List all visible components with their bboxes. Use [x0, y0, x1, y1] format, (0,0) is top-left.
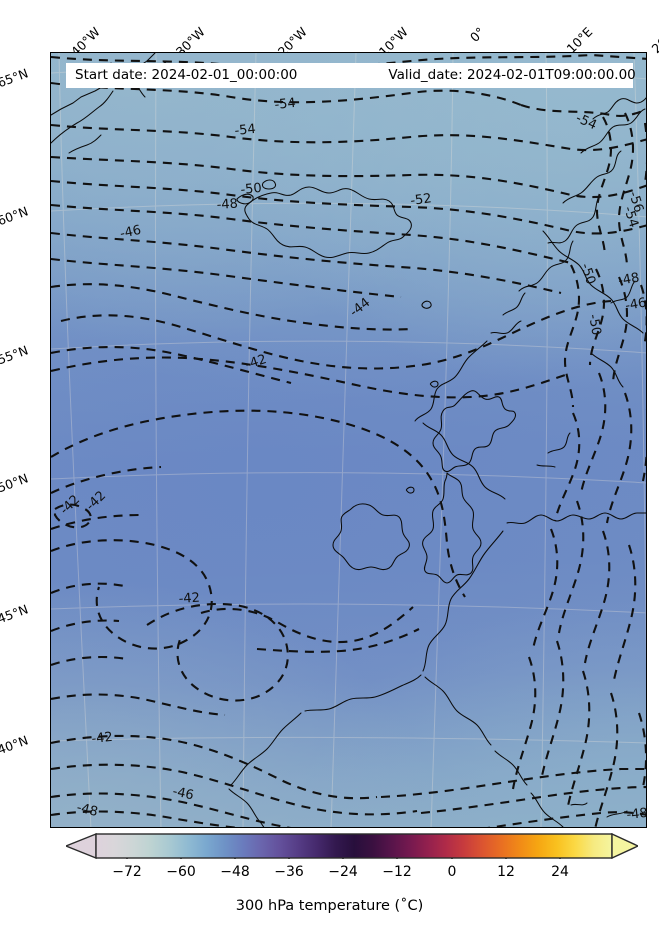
- temperature-contours: [51, 53, 646, 827]
- colorbar-tick-label: 0: [447, 864, 457, 880]
- colorbar-tick-label: −48: [220, 864, 250, 880]
- svg-text:-48: -48: [216, 197, 238, 213]
- svg-text:-54: -54: [274, 96, 297, 113]
- colorbar-tick-label: 24: [551, 864, 569, 880]
- colorbar: [66, 833, 638, 859]
- colorbar-body: [95, 833, 613, 859]
- svg-text:-42: -42: [178, 591, 200, 607]
- colorbar-tick-label: −72: [112, 864, 142, 880]
- colorbar-tick-label: −12: [382, 864, 412, 880]
- svg-text:-48: -48: [617, 270, 641, 288]
- svg-text:-48: -48: [75, 800, 99, 820]
- svg-text:-50: -50: [577, 262, 598, 287]
- temperature-field: [51, 53, 646, 827]
- colorbar-title: 300 hPa temperature (˚C): [235, 898, 424, 914]
- lon-tick-label: 0°: [466, 24, 488, 45]
- colorbar-tick-label: −60: [166, 864, 196, 880]
- svg-text:-48: -48: [626, 806, 647, 823]
- colorbar-tick-label: −36: [274, 864, 304, 880]
- lat-tick-label: 65°N: [0, 65, 31, 91]
- svg-text:-54: -54: [234, 122, 257, 139]
- lat-tick-label: 40°N: [0, 732, 31, 758]
- svg-text:-52: -52: [409, 191, 432, 209]
- contour-labels: -54 -54 -54 -50 -48 -52 -46 -56 -54 -50 …: [57, 96, 647, 823]
- lon-tick-label: 20°E: [648, 24, 659, 57]
- colorbar-extend-low: [66, 833, 97, 859]
- date-annotation-box: Start date: 2024-02-01_00:00:00 Valid_da…: [66, 63, 636, 88]
- svg-text:-46: -46: [624, 295, 647, 313]
- svg-text:-44: -44: [347, 295, 373, 320]
- lat-tick-label: 45°N: [0, 601, 31, 627]
- svg-text:-42: -42: [57, 492, 83, 518]
- svg-text:-46: -46: [171, 784, 195, 803]
- colorbar-tick-label: −24: [328, 864, 358, 880]
- svg-text:-50: -50: [240, 181, 263, 198]
- coastlines: [51, 53, 646, 827]
- start-date-label: Start date: 2024-02-01_00:00:00: [75, 66, 298, 83]
- svg-text:-54: -54: [573, 111, 598, 133]
- lat-tick-label: 50°N: [0, 470, 31, 496]
- svg-text:-54: -54: [620, 205, 641, 230]
- svg-text:-50: -50: [585, 313, 603, 337]
- valid-date-label: Valid_date: 2024-02-01T09:00:00.00: [388, 66, 636, 83]
- svg-text:-42: -42: [91, 730, 114, 747]
- lat-tick-label: 60°N: [0, 203, 31, 229]
- map-plot-area: -54 -54 -54 -50 -48 -52 -46 -56 -54 -50 …: [50, 52, 647, 828]
- svg-text:-46: -46: [119, 223, 143, 242]
- colorbar-tick-label: 12: [497, 864, 515, 880]
- svg-text:-42: -42: [244, 352, 269, 373]
- colorbar-extend-high: [611, 833, 638, 859]
- colorbar-ticks: [126, 858, 561, 859]
- svg-text:-56: -56: [625, 190, 646, 215]
- map-overlay: -54 -54 -54 -50 -48 -52 -46 -56 -54 -50 …: [51, 53, 647, 827]
- lat-tick-label: 55°N: [0, 342, 31, 368]
